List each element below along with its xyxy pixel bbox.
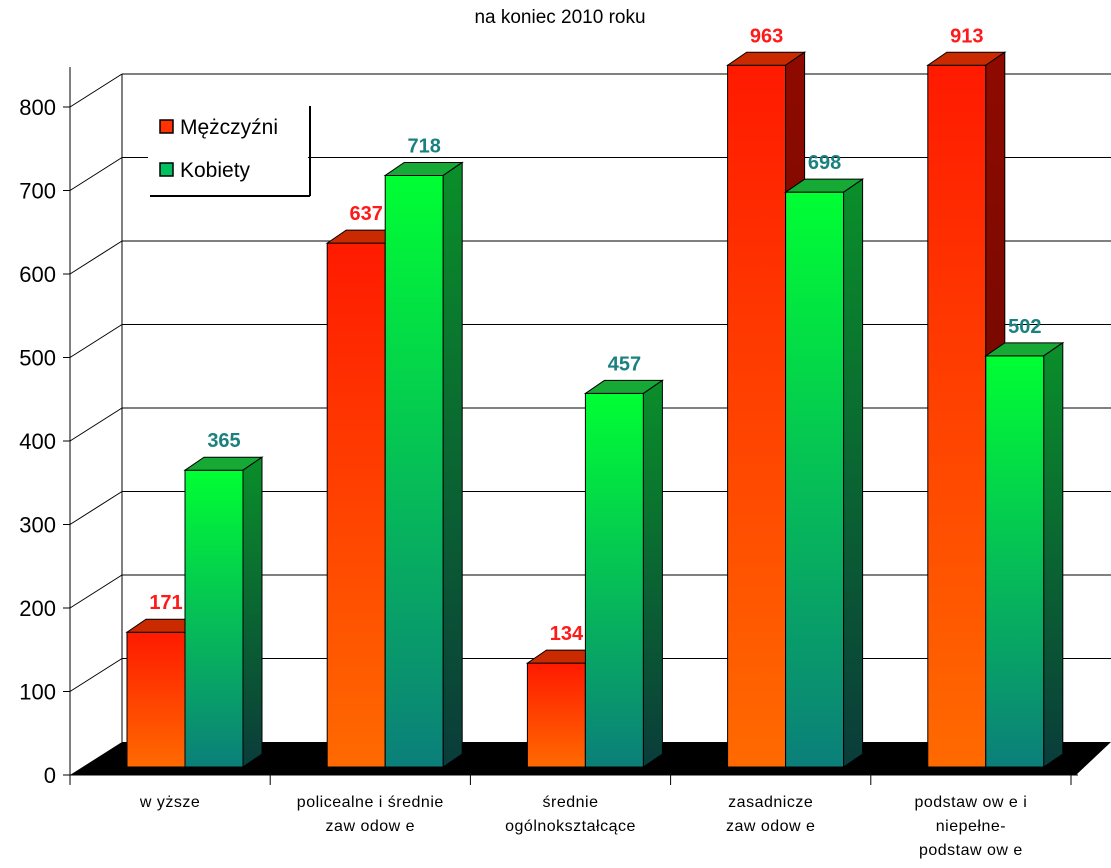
bar-women-side <box>843 178 864 768</box>
data-label: 502 <box>1008 316 1041 338</box>
bar-women-side <box>642 379 663 768</box>
x-tick-label: podstaw ow e i <box>914 794 1027 811</box>
bar-men <box>126 631 186 768</box>
legend-swatch-men <box>159 119 174 134</box>
bar-women <box>584 392 644 768</box>
chart-title: na koniec 2010 roku <box>474 7 645 28</box>
x-tick-label: podstaw ow e <box>919 842 1023 859</box>
bar-women-side <box>242 456 263 768</box>
bar-men <box>526 662 586 768</box>
x-tick-label: zaw odow e <box>726 818 816 835</box>
x-axis-ticks: w yższe policealne i średnie zaw odow e śre… <box>69 775 1072 859</box>
data-label: 637 <box>350 203 383 225</box>
gridline-diagonal <box>69 240 123 275</box>
legend-label-men: Mężczyźni <box>180 116 278 139</box>
data-label: 134 <box>550 623 584 645</box>
y-tick-label: 100 <box>19 680 56 705</box>
x-tick-label: średnie <box>543 794 599 811</box>
y-tick-label: 0 <box>44 763 56 788</box>
y-tick-label: 700 <box>19 179 56 204</box>
bar-women <box>184 469 244 768</box>
y-tick-label: 800 <box>19 95 56 120</box>
bar-women-side <box>1043 341 1064 768</box>
gridline-diagonal <box>69 324 123 358</box>
x-tick-label: niepełne- <box>936 818 1006 835</box>
bar-men <box>727 64 787 768</box>
data-label: 963 <box>750 25 783 47</box>
y-tick-label: 400 <box>19 429 56 454</box>
axes <box>69 67 1078 776</box>
x-tick-label: zasadnicze <box>728 794 813 811</box>
x-tick-label: ogólnokształcące <box>505 818 636 835</box>
data-label: 457 <box>608 353 641 375</box>
data-labels: 171 365 637 718 134 457 963 698 913 502 <box>149 25 1041 645</box>
data-label: 698 <box>808 152 841 174</box>
bar-women <box>785 191 845 768</box>
y-tick-label: 200 <box>19 596 56 621</box>
y-tick-label: 600 <box>19 262 56 287</box>
legend: Mężczyźni Kobiety <box>148 104 311 197</box>
gridline-diagonal <box>69 73 123 108</box>
data-label: 365 <box>207 430 240 452</box>
x-tick-label: zaw odow e <box>326 818 416 835</box>
bar-men <box>326 242 386 768</box>
bar-men <box>927 64 987 768</box>
bar-women <box>384 174 444 768</box>
bars <box>125 51 1065 768</box>
legend-swatch-women <box>159 162 174 177</box>
gridline-diagonal <box>69 574 123 609</box>
y-tick-label: 300 <box>19 513 56 538</box>
bar-women <box>985 355 1045 768</box>
y-tick-label: 500 <box>19 346 56 371</box>
gridline-diagonal <box>69 658 123 692</box>
gridline-diagonal <box>69 491 123 525</box>
gridline-diagonal <box>69 157 123 191</box>
y-axis-ticks: 0 100 200 300 400 500 600 700 800 <box>19 95 70 788</box>
legend-label-women: Kobiety <box>180 159 251 182</box>
x-tick-label: policealne i średnie <box>297 794 444 811</box>
x-tick-label: w yższe <box>139 794 200 811</box>
bar-women-side <box>442 161 463 768</box>
legend-frame <box>148 104 308 196</box>
data-label: 171 <box>149 592 182 614</box>
gridline-diagonal <box>69 407 123 442</box>
data-label: 913 <box>950 25 983 47</box>
data-label: 718 <box>408 135 441 157</box>
